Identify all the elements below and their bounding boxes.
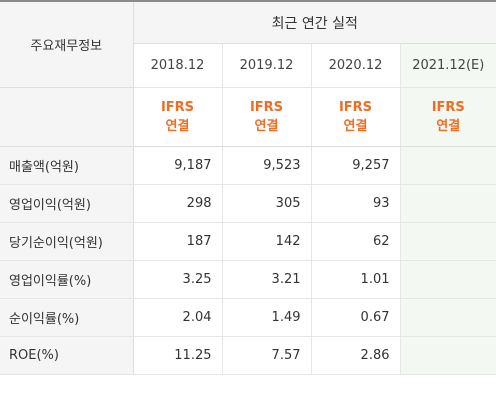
basis-top-label: IFRS: [431, 100, 465, 115]
row-header-title: 주요재무정보: [0, 1, 134, 88]
row-label: 당기순이익(억원): [0, 222, 134, 261]
recent-annual-results-heading: 최근 연간 실적: [133, 1, 496, 44]
cell-value: 298: [133, 184, 223, 223]
header-row-main: 주요재무정보 최근 연간 실적: [0, 1, 496, 88]
cell-value: 9,257: [311, 146, 401, 185]
cell-value-estimate: [400, 336, 496, 375]
row-label: 순이익률(%): [0, 298, 134, 337]
cell-value-estimate: [400, 222, 496, 261]
cell-value: 305: [222, 184, 312, 223]
cell-value: 62: [311, 222, 401, 261]
basis-bottom-label: 연결: [343, 119, 368, 134]
year-2021-estimate: 2021.12(E): [400, 43, 496, 88]
basis-2021-estimate: IFRS 연결: [400, 87, 496, 147]
cell-value: 7.57: [222, 336, 312, 375]
year-2019: 2019.12: [222, 43, 312, 88]
cell-value-estimate: [400, 298, 496, 337]
cell-value-estimate: [400, 184, 496, 223]
cell-value: 9,523: [222, 146, 312, 185]
row-label: 매출액(억원): [0, 146, 134, 185]
cell-value: 3.25: [133, 260, 223, 299]
row-label: ROE(%): [0, 336, 134, 375]
table-row-revenue: 매출액(억원) 9,187 9,523 9,257: [0, 146, 496, 185]
basis-bottom-label: 연결: [254, 119, 279, 134]
table-row-net-margin: 순이익률(%) 2.04 1.49 0.67: [0, 298, 496, 337]
table-row-operating-profit: 영업이익(억원) 298 305 93: [0, 184, 496, 223]
basis-top-label: IFRS: [338, 100, 373, 115]
cell-value: 187: [133, 222, 223, 261]
cell-value: 11.25: [133, 336, 223, 375]
cell-value: 2.86: [311, 336, 401, 375]
cell-value: 0.67: [311, 298, 401, 337]
cell-value: 1.49: [222, 298, 312, 337]
cell-value-estimate: [400, 260, 496, 299]
basis-2018: IFRS 연결: [133, 87, 223, 147]
basis-2020: IFRS 연결: [311, 87, 401, 147]
cell-value: 93: [311, 184, 401, 223]
row-label: 영업이익(억원): [0, 184, 134, 223]
basis-top-label: IFRS: [249, 100, 284, 115]
year-2020: 2020.12: [311, 43, 401, 88]
basis-bottom-label: 연결: [436, 119, 461, 134]
table-row-roe: ROE(%) 11.25 7.57 2.86: [0, 336, 496, 375]
header-row-basis: IFRS 연결 IFRS 연결 IFRS 연결 IFRS 연결: [0, 87, 496, 147]
cell-value-estimate: [400, 146, 496, 185]
header-row-years: 2018.12 2019.12 2020.12 2021.12(E): [0, 43, 496, 88]
basis-top-label: IFRS: [160, 100, 195, 115]
cell-value: 142: [222, 222, 312, 261]
table-row-net-income: 당기순이익(억원) 187 142 62: [0, 222, 496, 261]
cell-value: 9,187: [133, 146, 223, 185]
cell-value: 3.21: [222, 260, 312, 299]
table-row-operating-margin: 영업이익률(%) 3.25 3.21 1.01: [0, 260, 496, 299]
financial-table: 주요재무정보 최근 연간 실적 2018.12 2019.12 2020.12 …: [0, 1, 496, 375]
basis-row-blank: [0, 87, 134, 147]
row-label: 영업이익률(%): [0, 260, 134, 299]
cell-value: 1.01: [311, 260, 401, 299]
year-2018: 2018.12: [133, 43, 223, 88]
basis-2019: IFRS 연결: [222, 87, 312, 147]
basis-bottom-label: 연결: [165, 119, 190, 134]
cell-value: 2.04: [133, 298, 223, 337]
